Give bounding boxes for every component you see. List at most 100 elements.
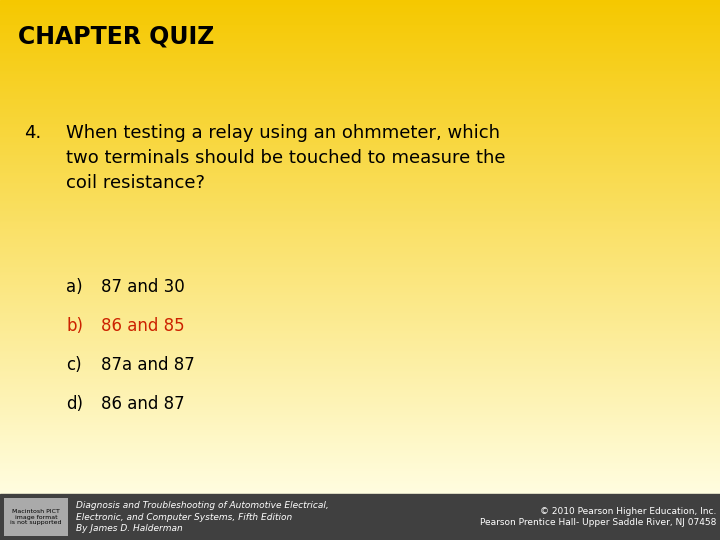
Bar [0, 394, 720, 395]
Bar [0, 331, 720, 333]
Bar [0, 181, 720, 183]
Bar [0, 113, 720, 116]
Bar [0, 146, 720, 148]
Bar [0, 3, 720, 5]
Bar [0, 372, 720, 374]
Bar [0, 433, 720, 435]
Bar [0, 255, 720, 257]
Bar [0, 445, 720, 447]
Bar [0, 130, 720, 132]
Bar [0, 379, 720, 381]
Bar [0, 474, 720, 476]
Bar [0, 403, 720, 405]
Bar [0, 44, 720, 46]
Bar [0, 414, 720, 415]
Bar [0, 476, 720, 478]
Bar [0, 140, 720, 141]
Bar [0, 100, 720, 102]
Bar [0, 137, 720, 138]
Bar [0, 481, 720, 483]
Bar [0, 198, 720, 199]
Bar [0, 120, 720, 122]
Bar [0, 102, 720, 104]
Text: a): a) [66, 278, 83, 296]
Bar [0, 232, 720, 234]
Bar [0, 92, 720, 94]
Bar [0, 28, 720, 30]
Bar [0, 116, 720, 117]
Bar [0, 252, 720, 254]
Text: Diagnosis and Troubleshooting of Automotive Electrical,
Electronic, and Computer: Diagnosis and Troubleshooting of Automot… [76, 501, 328, 534]
Bar [0, 417, 720, 418]
Bar [0, 370, 720, 372]
Bar [0, 51, 720, 53]
Bar [0, 276, 720, 278]
Bar [0, 251, 720, 252]
Bar [0, 270, 720, 272]
Bar [0, 36, 720, 38]
Bar [0, 257, 720, 259]
Bar [0, 221, 720, 222]
Bar [0, 97, 720, 99]
Text: © 2010 Pearson Higher Education, Inc.
Pearson Prentice Hall- Upper Saddle River,: © 2010 Pearson Higher Education, Inc. Pe… [480, 507, 716, 528]
Bar [0, 427, 720, 428]
Bar [0, 173, 720, 174]
Bar [0, 315, 720, 316]
Bar [0, 242, 720, 244]
Bar [0, 239, 720, 240]
Bar [0, 346, 720, 348]
Bar [0, 41, 720, 43]
Bar [0, 259, 720, 260]
Bar [0, 272, 720, 273]
Bar [0, 471, 720, 472]
Bar [0, 397, 720, 399]
Bar [0, 69, 720, 71]
Bar [0, 43, 720, 44]
Bar [0, 35, 720, 36]
Bar [0, 264, 720, 265]
Bar [0, 79, 720, 80]
Bar [0, 362, 720, 364]
Bar [0, 80, 720, 82]
Bar [0, 206, 720, 207]
Bar [0, 6, 720, 8]
Bar [0, 5, 720, 6]
Bar [0, 152, 720, 153]
Bar [0, 87, 720, 89]
Bar [0, 58, 720, 59]
Bar [0, 313, 720, 315]
Bar [0, 288, 720, 290]
Bar [0, 133, 720, 135]
Bar [0, 472, 720, 474]
Bar [0, 448, 720, 450]
Bar [0, 153, 720, 155]
Bar [0, 268, 720, 270]
Bar [0, 492, 720, 494]
Bar [0, 125, 720, 127]
Bar [0, 222, 720, 224]
Bar [0, 351, 720, 353]
Bar [0, 53, 720, 55]
Bar [0, 494, 720, 540]
Bar [0, 308, 720, 309]
Bar [0, 453, 720, 455]
Bar [0, 447, 720, 448]
Bar [0, 278, 720, 280]
Bar [0, 326, 720, 328]
Bar [0, 231, 720, 232]
Bar [0, 451, 720, 453]
Bar [0, 185, 720, 186]
Bar [0, 16, 720, 18]
Text: d): d) [66, 395, 84, 413]
Bar [0, 292, 720, 293]
Bar [0, 309, 720, 311]
Bar [0, 290, 720, 292]
Bar [0, 441, 720, 443]
Bar [0, 33, 720, 35]
Bar [0, 295, 720, 296]
Bar [0, 262, 720, 264]
Bar [0, 301, 720, 303]
Bar [0, 122, 720, 124]
Bar [0, 285, 720, 287]
Bar [0, 296, 720, 298]
